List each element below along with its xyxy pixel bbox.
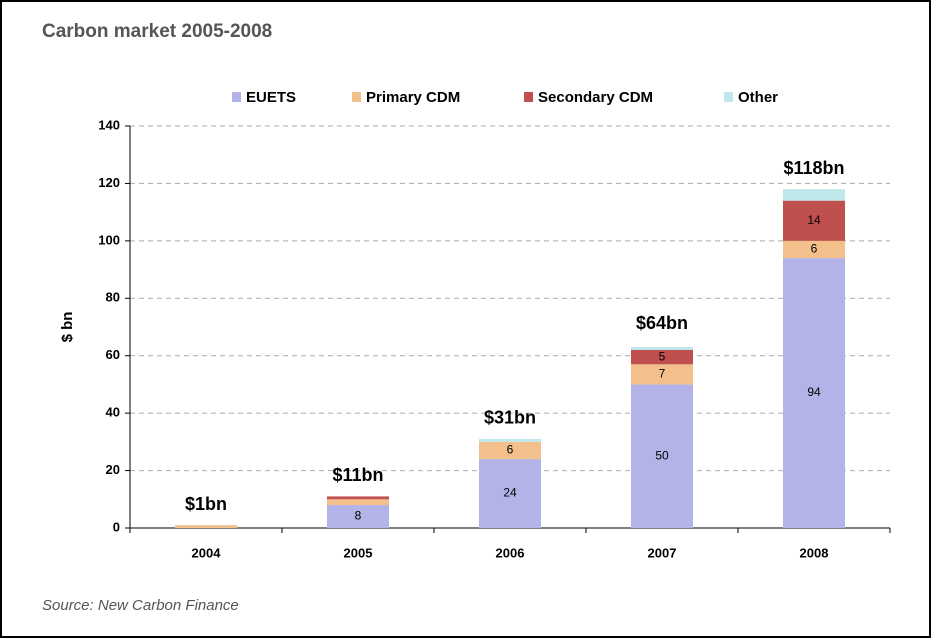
- value-label: 14: [807, 213, 821, 227]
- value-label: 5: [659, 349, 666, 363]
- legend-label: Primary CDM: [366, 89, 460, 106]
- total-label: $1bn: [185, 494, 227, 514]
- bar-segment: [479, 459, 541, 528]
- bar-segment: [783, 200, 845, 241]
- legend-swatch: [232, 92, 241, 102]
- x-tick-label: 2007: [648, 545, 677, 560]
- legend-swatch: [352, 92, 361, 102]
- value-label: 7: [659, 367, 666, 381]
- x-tick-label: 2006: [496, 545, 525, 560]
- total-label: $11bn: [332, 465, 383, 485]
- y-tick-label: 0: [113, 519, 120, 534]
- bar-segment: [783, 189, 845, 201]
- bar-segment: [631, 384, 693, 528]
- y-tick-label: 140: [98, 117, 120, 132]
- y-tick-label: 80: [106, 290, 120, 305]
- legend-label: Other: [738, 89, 778, 106]
- value-label: 8: [355, 509, 362, 523]
- y-tick-label: 100: [98, 232, 120, 247]
- bar-segment: [783, 240, 845, 259]
- total-label: $64bn: [636, 313, 688, 333]
- legend-label: EUETS: [246, 89, 296, 106]
- x-tick-label: 2004: [192, 545, 222, 560]
- bar-segment: [327, 499, 389, 506]
- total-label: $31bn: [484, 408, 536, 428]
- source-note: Source: New Carbon Finance: [42, 597, 239, 614]
- value-label: 6: [811, 242, 818, 256]
- legend-label: Secondary CDM: [538, 89, 653, 106]
- bar-segment: [631, 347, 693, 350]
- bar-segment: [327, 505, 389, 528]
- bar-segment: [327, 496, 389, 500]
- x-tick-label: 2008: [800, 545, 829, 560]
- bar-segment: [479, 441, 541, 460]
- chart-title: Carbon market 2005-2008: [42, 21, 272, 42]
- y-tick-label: 120: [98, 175, 120, 190]
- y-axis-label: $ bn: [59, 312, 76, 343]
- legend-swatch: [724, 92, 733, 102]
- bar-segment: [631, 364, 693, 385]
- total-label: $118bn: [783, 158, 844, 178]
- bar-segment: [631, 349, 693, 365]
- value-label: 94: [807, 385, 821, 399]
- y-tick-label: 60: [106, 347, 120, 362]
- legend-swatch: [524, 92, 533, 102]
- value-label: 50: [655, 448, 669, 462]
- bar-segment: [479, 438, 541, 442]
- value-label: 6: [507, 443, 514, 457]
- y-tick-label: 40: [106, 405, 120, 420]
- x-tick-label: 2005: [344, 545, 373, 560]
- bar-segment: [783, 258, 845, 528]
- value-label: 24: [503, 486, 517, 500]
- y-tick-label: 20: [106, 462, 120, 477]
- bar-segment: [175, 525, 237, 528]
